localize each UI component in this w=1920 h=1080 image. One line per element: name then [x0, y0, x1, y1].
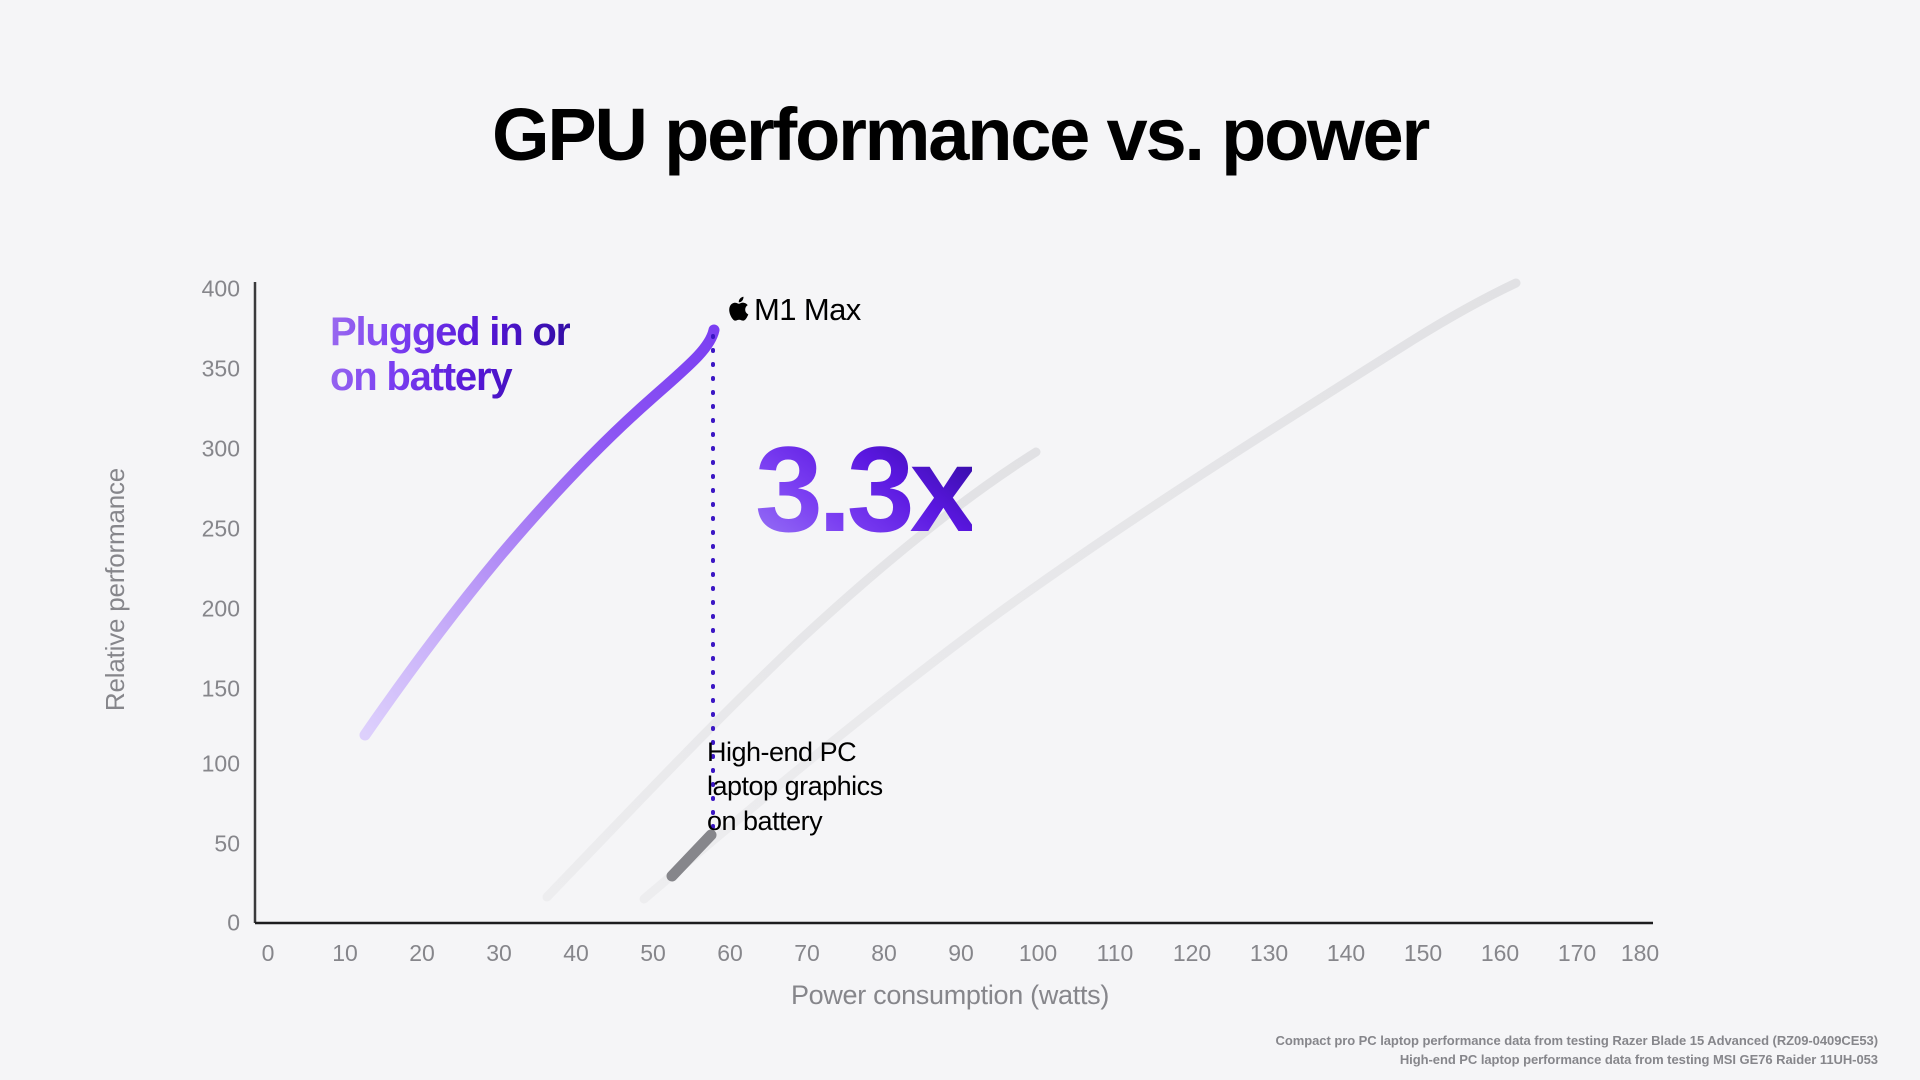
x-tick-150: 150 — [1403, 940, 1443, 966]
x-tick-160: 160 — [1480, 940, 1520, 966]
x-tick-140: 140 — [1326, 940, 1366, 966]
x-tick-10: 10 — [332, 940, 358, 966]
x-tick-20: 20 — [409, 940, 435, 966]
annotation-multiplier: 3.3x — [755, 421, 977, 557]
x-tick-130: 130 — [1249, 940, 1289, 966]
x-tick-100: 100 — [1018, 940, 1058, 966]
footnote-line-1: Compact pro PC laptop performance data f… — [1275, 1033, 1878, 1048]
x-tick-110: 110 — [1096, 940, 1134, 966]
y-tick-350: 350 — [201, 355, 240, 382]
series-line-compact-pro-pc — [542, 447, 1041, 902]
x-tick-0: 0 — [261, 940, 275, 966]
annotation-high-end-pc: High-end PC laptop graphics on battery — [707, 737, 883, 836]
y-axis-title: Relative performance — [100, 467, 131, 712]
x-tick-50: 50 — [640, 940, 666, 966]
series-line-m1-max — [359, 324, 720, 741]
x-tick-120: 120 — [1172, 940, 1212, 966]
apple-logo-icon — [728, 294, 752, 324]
x-tick-60: 60 — [717, 940, 743, 966]
page-title: GPU performance vs. power — [491, 93, 1430, 176]
annotation-m1-max-label: M1 Max — [754, 292, 861, 327]
annotation-plugged-in-or-on-battery: Plugged in or on battery — [330, 310, 571, 399]
x-tick-90: 90 — [948, 940, 974, 966]
series-line-high-end-pc — [639, 278, 1521, 904]
x-tick-80: 80 — [871, 940, 897, 966]
series-highlight-high-end-pc-battery — [666, 829, 717, 882]
y-tick-50: 50 — [214, 830, 240, 857]
y-tick-0: 0 — [227, 909, 240, 936]
x-tick-170: 170 — [1557, 940, 1597, 966]
annotation-m1-max: M1 Max — [728, 292, 861, 328]
x-tick-40: 40 — [563, 940, 589, 966]
y-tick-200: 200 — [201, 595, 240, 622]
x-axis-title: Power consumption (watts) — [790, 980, 1110, 1010]
y-tick-100: 100 — [201, 750, 240, 777]
y-tick-250: 250 — [201, 515, 240, 542]
x-tick-30: 30 — [486, 940, 512, 966]
x-tick-180: 180 — [1620, 940, 1660, 966]
y-tick-300: 300 — [201, 435, 240, 462]
y-tick-150: 150 — [201, 675, 240, 702]
footnote-line-2: High-end PC laptop performance data from… — [1399, 1051, 1878, 1067]
footnotes: Compact pro PC laptop performance data f… — [1058, 1032, 1878, 1070]
x-tick-70: 70 — [794, 940, 820, 966]
y-tick-400: 400 — [201, 275, 240, 302]
